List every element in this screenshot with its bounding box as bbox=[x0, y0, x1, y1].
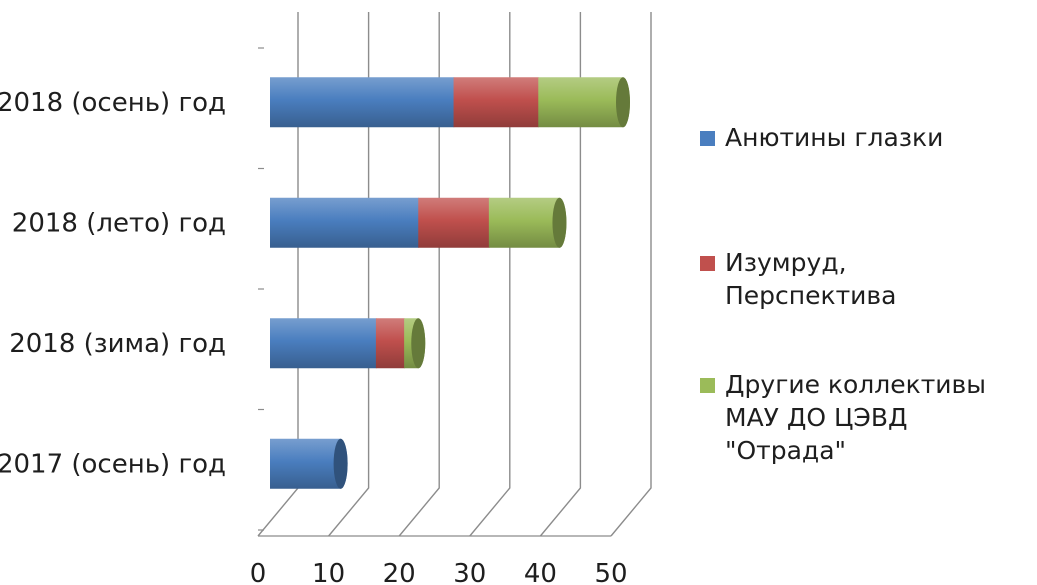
legend-swatch-izumrud bbox=[700, 256, 715, 271]
bar-segment bbox=[270, 77, 461, 128]
bars bbox=[270, 77, 630, 489]
legend-swatch-anyutiny bbox=[700, 131, 715, 146]
x-tick-label: 40 bbox=[524, 559, 557, 585]
legend-item-izumrud: Изумруд, Перспектива bbox=[700, 246, 1025, 312]
category-label: 2018 (осень) год bbox=[0, 88, 226, 118]
legend-item-drugie: Другие коллективы МАУ ДО ЦЭВД "Отрада" bbox=[700, 368, 1025, 467]
legend: Анютины глазки Изумруд, Перспектива Друг… bbox=[700, 0, 1037, 585]
gridline-x-5 bbox=[610, 12, 652, 537]
gridline-x-2 bbox=[398, 12, 440, 537]
bar-segment bbox=[270, 438, 348, 489]
x-tick-label: 30 bbox=[453, 559, 486, 585]
bar-segment bbox=[418, 197, 496, 248]
bar-end-cap bbox=[411, 318, 426, 369]
gridlines bbox=[257, 12, 652, 537]
legend-swatch-drugie bbox=[700, 378, 715, 393]
gridline-x-3 bbox=[469, 12, 511, 537]
legend-label-drugie: Другие коллективы МАУ ДО ЦЭВД "Отрада" bbox=[725, 370, 987, 465]
category-label: 2018 (зима) год bbox=[9, 329, 226, 359]
legend-item-anyutiny: Анютины глазки bbox=[700, 121, 1025, 154]
x-tick-label: 50 bbox=[594, 559, 627, 585]
axis-labels: 0 10 20 30 40 50 2018 (осень) год 2018 (лето) г… bbox=[0, 88, 628, 585]
legend-label-anyutiny: Анютины глазки bbox=[725, 123, 944, 152]
bar-segment bbox=[375, 318, 412, 369]
category-label: 2018 (лето) год bbox=[12, 209, 226, 239]
bar-end-cap bbox=[333, 438, 348, 489]
legend-label-izumrud: Изумруд, Перспектива bbox=[725, 248, 897, 310]
gridline-x-4 bbox=[539, 12, 582, 537]
x-tick-label: 20 bbox=[383, 559, 416, 585]
chart: 0 10 20 30 40 50 2018 (осень) год 2018 (лето) г… bbox=[0, 12, 652, 585]
bar-segment bbox=[453, 77, 546, 128]
bar-segment bbox=[538, 77, 630, 128]
gridline-x-1 bbox=[328, 12, 370, 537]
bar-segment bbox=[270, 197, 426, 248]
x-tick-label: 10 bbox=[312, 559, 345, 585]
bar-segment bbox=[270, 318, 383, 369]
bar-end-cap bbox=[616, 77, 630, 128]
bar-segment bbox=[488, 197, 567, 248]
x-tick-label: 0 bbox=[250, 559, 267, 585]
bar-end-cap bbox=[552, 197, 567, 248]
category-label: 2017 (осень) год bbox=[0, 450, 226, 480]
